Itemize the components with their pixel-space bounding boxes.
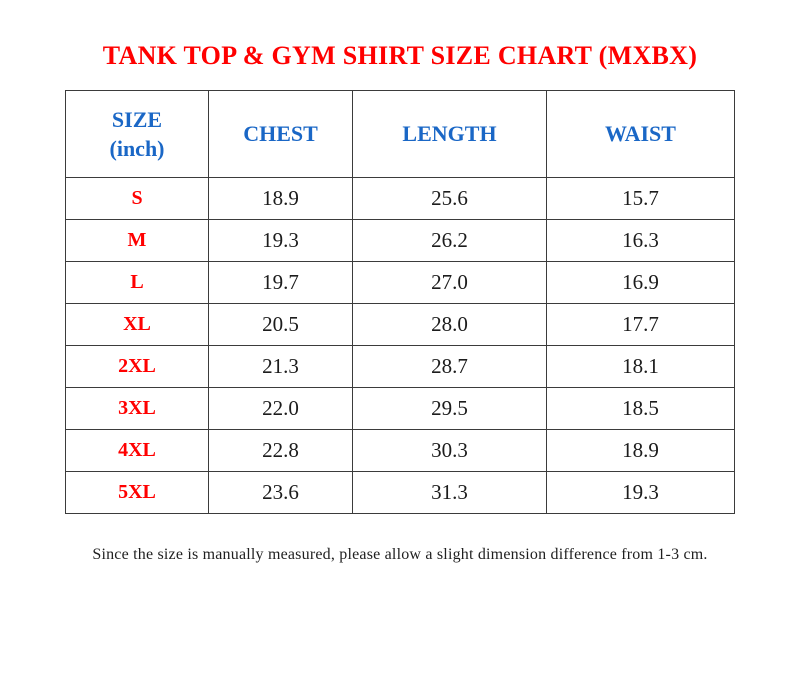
- table-row: 4XL 22.8 30.3 18.9: [65, 429, 735, 473]
- size-label: 3XL: [65, 387, 209, 431]
- size-label: XL: [65, 303, 209, 347]
- size-label: 4XL: [65, 429, 209, 473]
- table-header-row: SIZE (inch) CHEST LENGTH WAIST: [65, 90, 735, 179]
- table-row: 2XL 21.3 28.7 18.1: [65, 345, 735, 389]
- length-value: 29.5: [352, 387, 547, 431]
- length-value: 28.0: [352, 303, 547, 347]
- waist-value: 15.7: [546, 177, 735, 221]
- waist-value: 16.9: [546, 261, 735, 305]
- waist-value: 18.1: [546, 345, 735, 389]
- chest-value: 22.0: [208, 387, 353, 431]
- length-value: 25.6: [352, 177, 547, 221]
- header-cell-size: SIZE (inch): [65, 90, 209, 179]
- waist-value: 19.3: [546, 471, 735, 515]
- table-row: S 18.9 25.6 15.7: [65, 177, 735, 221]
- chest-value: 21.3: [208, 345, 353, 389]
- size-label: S: [65, 177, 209, 221]
- table-row: M 19.3 26.2 16.3: [65, 219, 735, 263]
- length-value: 30.3: [352, 429, 547, 473]
- chest-value: 23.6: [208, 471, 353, 515]
- size-label: 5XL: [65, 471, 209, 515]
- table-row: 3XL 22.0 29.5 18.5: [65, 387, 735, 431]
- chest-value: 19.7: [208, 261, 353, 305]
- length-value: 26.2: [352, 219, 547, 263]
- chest-value: 20.5: [208, 303, 353, 347]
- size-label: L: [65, 261, 209, 305]
- waist-value: 16.3: [546, 219, 735, 263]
- size-label: M: [65, 219, 209, 263]
- header-cell-length: LENGTH: [352, 90, 547, 179]
- table-row: L 19.7 27.0 16.9: [65, 261, 735, 305]
- table-row: 5XL 23.6 31.3 19.3: [65, 471, 735, 515]
- table-row: XL 20.5 28.0 17.7: [65, 303, 735, 347]
- measurement-disclaimer: Since the size is manually measured, ple…: [92, 546, 708, 564]
- size-label: 2XL: [65, 345, 209, 389]
- chest-value: 22.8: [208, 429, 353, 473]
- chest-value: 19.3: [208, 219, 353, 263]
- chest-value: 18.9: [208, 177, 353, 221]
- length-value: 31.3: [352, 471, 547, 515]
- size-chart-table: SIZE (inch) CHEST LENGTH WAIST S 18.9 25…: [65, 90, 735, 515]
- waist-value: 17.7: [546, 303, 735, 347]
- length-value: 28.7: [352, 345, 547, 389]
- waist-value: 18.5: [546, 387, 735, 431]
- page-title: TANK TOP & GYM SHIRT SIZE CHART (MXBX): [102, 41, 698, 70]
- waist-value: 18.9: [546, 429, 735, 473]
- length-value: 27.0: [352, 261, 547, 305]
- header-cell-chest: CHEST: [208, 90, 353, 179]
- header-cell-waist: WAIST: [546, 90, 735, 179]
